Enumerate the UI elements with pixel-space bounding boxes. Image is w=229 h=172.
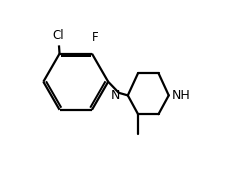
Text: N: N: [110, 89, 120, 102]
Text: NH: NH: [171, 89, 189, 102]
Text: F: F: [92, 31, 98, 44]
Text: Cl: Cl: [52, 29, 63, 42]
